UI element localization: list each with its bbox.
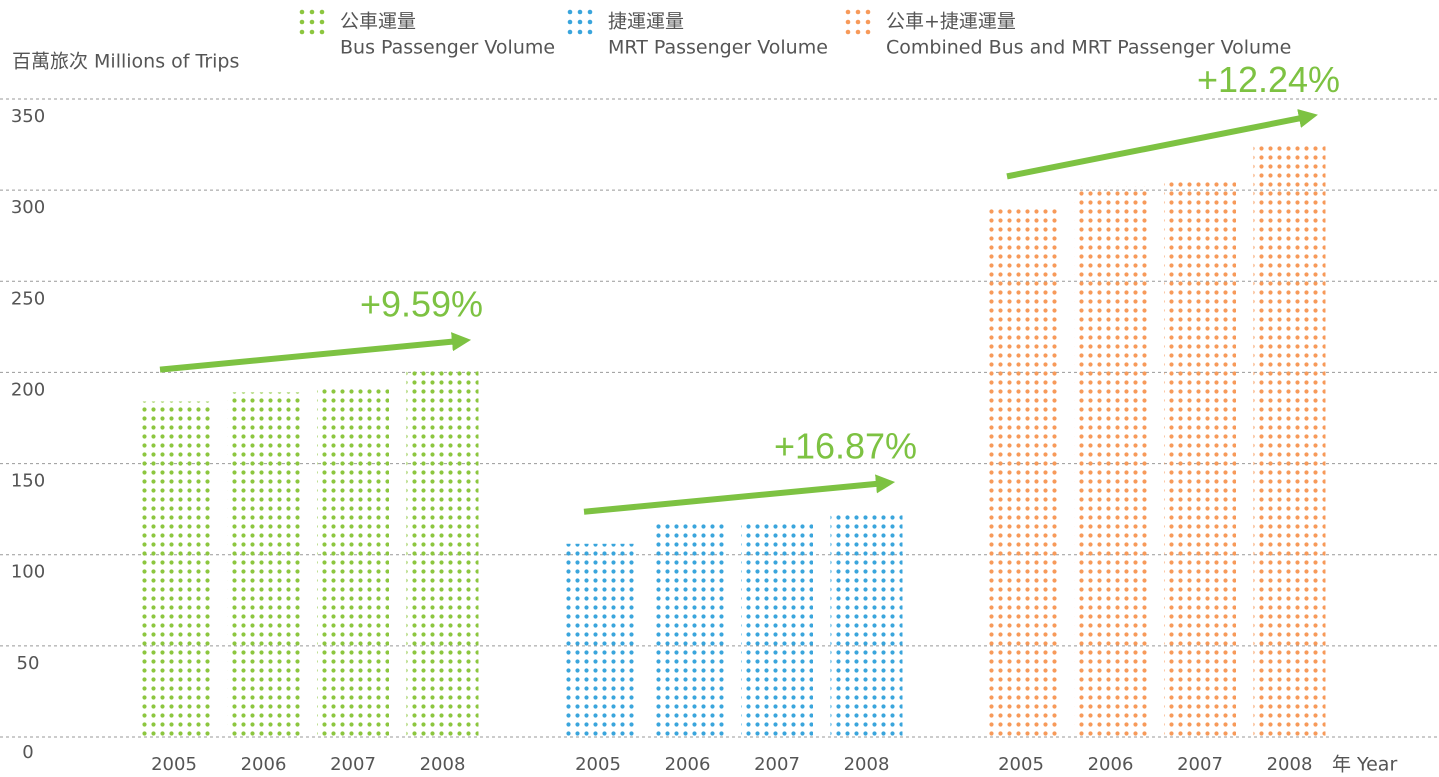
x-tick-label: 2006 <box>665 754 711 775</box>
legend-swatch <box>865 19 871 25</box>
bar <box>830 510 903 737</box>
x-tick-label: 2007 <box>754 754 800 775</box>
legend-swatch <box>319 9 325 15</box>
bar <box>1164 179 1236 738</box>
bar <box>406 368 479 737</box>
legend-label-en: MRT Passenger Volume <box>608 37 828 59</box>
bar <box>227 392 300 737</box>
x-tick-label: 2007 <box>1177 754 1223 775</box>
legend-swatch <box>299 19 305 25</box>
legend-swatch <box>577 29 583 35</box>
x-tick-label: 2006 <box>241 754 287 775</box>
growth-annotation: +9.59% <box>360 283 483 324</box>
legend-swatch <box>865 9 871 15</box>
legend-swatch <box>299 29 305 35</box>
legend-swatch <box>577 9 583 15</box>
y-tick-label: 250 <box>11 288 45 309</box>
growth-annotation: +16.87% <box>774 425 917 466</box>
legend-label-en: Combined Bus and MRT Passenger Volume <box>886 37 1291 59</box>
legend-swatch <box>309 19 315 25</box>
legend-label-en: Bus Passenger Volume <box>340 37 555 59</box>
x-tick-label: 2005 <box>151 754 197 775</box>
trend-arrow <box>159 332 472 373</box>
x-tick-label: 2008 <box>844 754 890 775</box>
y-tick-label: 150 <box>11 471 45 492</box>
legend-swatch <box>855 29 861 35</box>
bar <box>317 385 389 737</box>
legend-swatch <box>299 9 305 15</box>
y-axis-label: 百萬旅次 Millions of Trips <box>12 51 239 73</box>
legend-swatch <box>577 19 583 25</box>
x-tick-label: 2007 <box>330 754 376 775</box>
legend-swatch <box>845 9 851 15</box>
x-tick-label: 2008 <box>420 754 466 775</box>
y-tick-label: 100 <box>11 562 45 583</box>
x-tick-label: 2005 <box>998 754 1044 775</box>
growth-annotation: +12.24% <box>1197 59 1340 100</box>
legend-swatch <box>567 19 573 25</box>
legend-swatch <box>855 9 861 15</box>
y-tick-label: 200 <box>11 379 45 400</box>
legend-swatch <box>309 29 315 35</box>
trend-arrow <box>1006 109 1318 180</box>
bar <box>1074 186 1147 738</box>
trend-arrow <box>583 474 896 515</box>
legend-swatch <box>319 19 325 25</box>
legend-label: 捷運運量 <box>608 11 684 33</box>
y-tick-label: 50 <box>17 653 40 674</box>
x-tick-label: 2006 <box>1088 754 1134 775</box>
legend-swatch <box>309 9 315 15</box>
legend-label: 公車+捷運運量 <box>886 11 1016 33</box>
bar <box>138 401 210 737</box>
bar <box>562 543 634 737</box>
x-tick-label: 2005 <box>575 754 621 775</box>
legend-swatch <box>845 19 851 25</box>
bar <box>741 523 813 737</box>
bar <box>985 208 1057 737</box>
bar <box>651 523 724 737</box>
legend-swatch <box>567 9 573 15</box>
legend-swatch <box>587 19 593 25</box>
legend-swatch <box>587 9 593 15</box>
bar <box>1253 144 1326 738</box>
legend-swatch <box>865 29 871 35</box>
legend-swatch <box>845 29 851 35</box>
legend-swatch <box>855 19 861 25</box>
y-tick-label: 0 <box>22 742 33 763</box>
legend-label: 公車運量 <box>340 11 416 33</box>
x-axis-label: 年 Year <box>1332 754 1397 776</box>
y-tick-label: 350 <box>11 106 45 127</box>
legend-swatch <box>319 29 325 35</box>
legend-swatch <box>567 29 573 35</box>
y-tick-label: 300 <box>11 197 45 218</box>
x-tick-label: 2008 <box>1267 754 1313 775</box>
legend-swatch <box>587 29 593 35</box>
